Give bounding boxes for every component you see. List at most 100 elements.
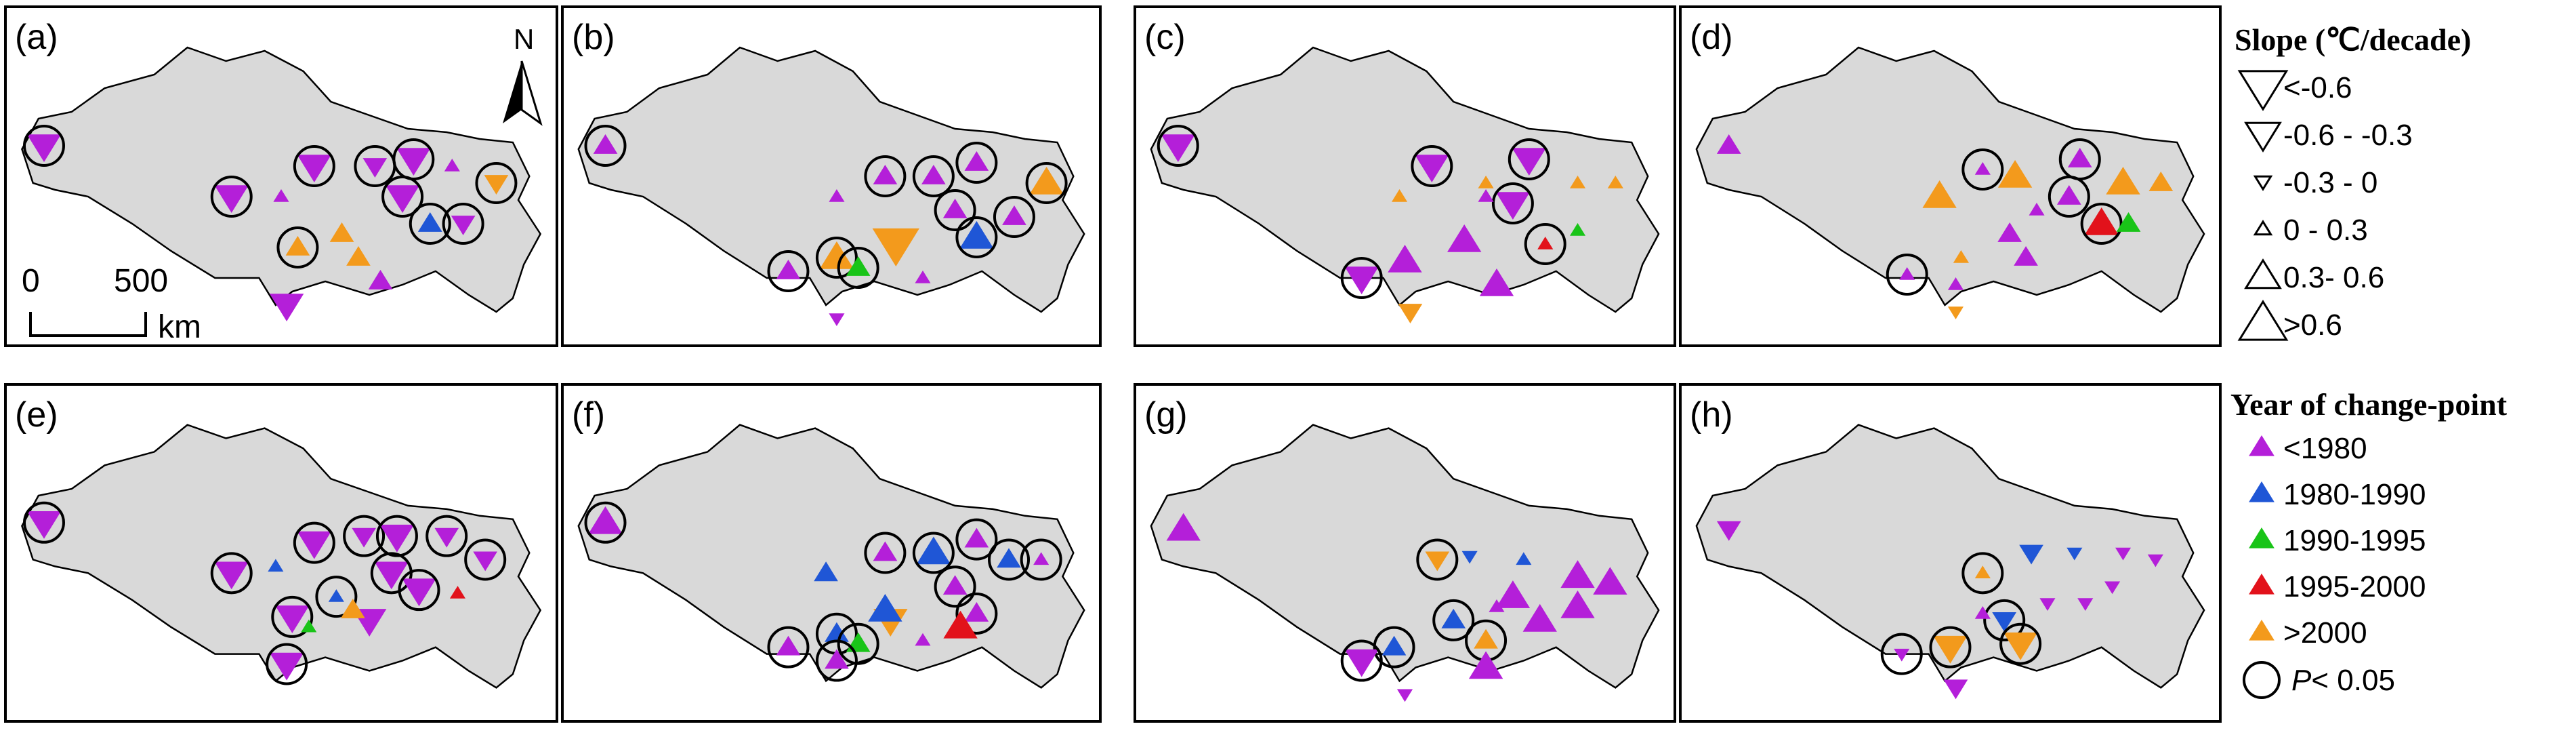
map-panel-b: (b) <box>561 5 1102 347</box>
significance-ring <box>1025 162 1068 204</box>
station-triangle-marker <box>1161 134 1195 162</box>
panel-label: (h) <box>1690 395 1733 435</box>
scale-bar-start: 0 <box>22 263 40 299</box>
station-triangle-marker <box>417 212 442 232</box>
station-triangle-marker <box>1947 277 1964 290</box>
significance-ring <box>767 250 810 292</box>
significance-ring <box>409 203 451 245</box>
significance-ring <box>2080 203 2123 245</box>
significance-ring <box>1340 639 1383 682</box>
station-triangle-marker <box>2067 148 2092 167</box>
station-triangle-marker <box>451 216 476 235</box>
station-triangle-marker <box>1522 603 1557 632</box>
station-triangle-marker <box>396 148 431 176</box>
station-triangle-marker <box>1947 306 1964 319</box>
station-triangle-marker <box>915 271 931 283</box>
station-triangle-marker <box>829 189 845 202</box>
significance-ring <box>2048 176 2090 218</box>
station-triangle-marker <box>825 622 849 642</box>
significance-ring <box>1961 148 2004 191</box>
station-triangle-marker <box>328 589 344 602</box>
station-triangle-marker <box>2116 212 2141 232</box>
station-triangle-marker <box>873 165 898 184</box>
station-triangle-marker <box>1398 304 1423 323</box>
station-triangle-marker <box>1997 160 2033 188</box>
station-triangle-marker <box>1344 649 1379 677</box>
plateau-region <box>1695 46 2205 313</box>
panel-label: (f) <box>572 395 605 435</box>
station-triangle-marker <box>352 527 376 548</box>
station-triangle-marker <box>1992 612 2016 632</box>
station-triangle-marker <box>2019 544 2043 565</box>
plateau-region <box>1150 46 1660 313</box>
station-triangle-marker <box>1894 648 1910 662</box>
station-triangle-marker <box>1607 176 1623 188</box>
legend-slope-triangle-icon <box>2244 121 2282 153</box>
legend-slope-triangle-icon <box>2244 258 2282 289</box>
station-triangle-marker <box>1479 268 1514 296</box>
station-triangle-marker <box>942 575 968 595</box>
station-triangle-marker <box>1974 565 1991 578</box>
map-decorations: N 0 500 km <box>22 23 543 345</box>
station-triangle-marker <box>402 578 436 607</box>
significance-ring <box>837 247 879 289</box>
station-triangle-marker <box>1447 224 1482 252</box>
north-arrow-label: N <box>514 23 534 55</box>
legend-year-triangle-icon <box>2249 620 2274 641</box>
station-triangle-marker <box>1716 521 1741 541</box>
significance-ring <box>293 521 335 564</box>
station-triangle-marker <box>2084 207 2119 235</box>
legend-year-triangle-icon <box>2249 527 2274 548</box>
station-triangle-marker <box>385 185 420 213</box>
station-triangle-marker <box>829 313 845 326</box>
station-triangle-marker <box>1537 237 1554 249</box>
station-triangle-marker <box>1166 513 1201 541</box>
station-triangle-marker <box>964 151 989 171</box>
station-triangle-marker <box>1425 551 1450 572</box>
legend-slope-label: <-0.6 <box>2283 71 2352 104</box>
legend-year-label: 1990-1995 <box>2283 524 2426 557</box>
station-triangle-marker <box>2014 246 2038 266</box>
station-triangle-marker <box>1922 180 1957 208</box>
scale-bar-end: 500 <box>114 263 168 299</box>
station-triangle-marker <box>269 652 304 681</box>
station-triangle-marker <box>1415 155 1449 182</box>
station-triangle-marker <box>301 619 317 633</box>
map-panel-f: (f) <box>561 383 1102 723</box>
station-triangle-marker <box>269 294 304 321</box>
legend-slope-title: Slope (℃/decade) <box>2235 22 2471 57</box>
station-triangle-marker <box>1478 189 1494 202</box>
panel-label: (b) <box>572 18 615 57</box>
scale-bar: 0 500 km <box>22 263 201 345</box>
station-triangle-marker <box>444 159 460 172</box>
significance-ring <box>955 592 998 635</box>
significance-ring <box>767 626 810 668</box>
station-triangle-marker <box>1002 205 1026 225</box>
station-triangle-marker <box>1560 560 1595 588</box>
station-triangle-marker <box>2066 547 2083 561</box>
station-triangle-marker <box>915 633 931 646</box>
legend-year-title: Year of change-point <box>2230 387 2508 422</box>
significance-ring <box>912 155 955 197</box>
station-triangle-marker <box>1461 551 1478 564</box>
station-triangle-marker <box>825 649 849 669</box>
station-triangle-marker <box>814 561 838 582</box>
map-panel-a: (a) <box>4 5 558 347</box>
panel-label: (a) <box>15 18 58 57</box>
station-triangle-marker <box>2147 554 2163 567</box>
significance-ring <box>1999 622 2042 665</box>
station-triangle-marker <box>1593 567 1627 595</box>
legend-significance-item: P< 0.05 <box>2243 661 2395 699</box>
station-triangle-marker <box>473 551 497 572</box>
legend-year-triangle-icon <box>2249 435 2274 456</box>
significance-ring <box>864 532 907 574</box>
legend-year-label: <1980 <box>2283 432 2367 465</box>
significance-ring <box>1491 182 1534 224</box>
station-triangle-marker <box>776 260 801 279</box>
panel-label: (c) <box>1144 18 1186 57</box>
significance-ring <box>934 565 976 608</box>
significance-threshold: < 0.05 <box>2311 664 2395 697</box>
station-triangle-marker <box>2029 203 2045 216</box>
station-triangle-marker <box>1560 591 1595 618</box>
